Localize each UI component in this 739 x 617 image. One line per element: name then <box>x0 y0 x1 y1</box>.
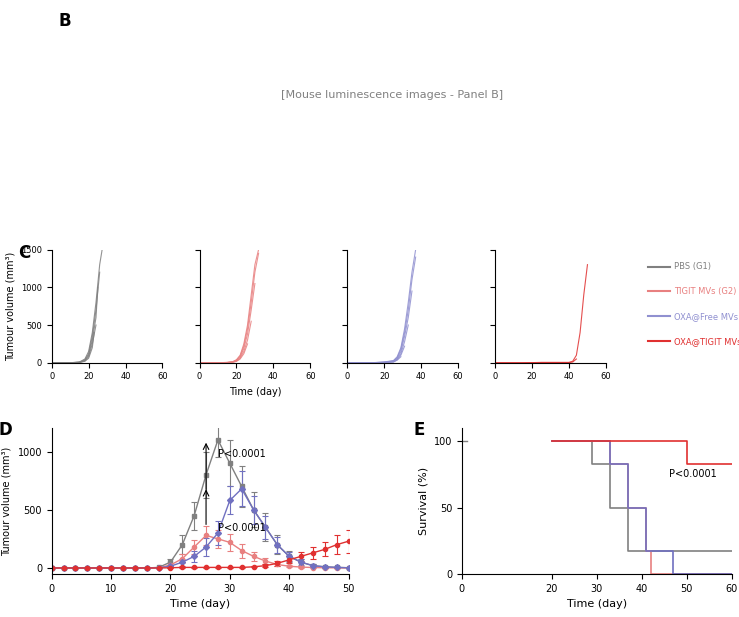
Text: P<0.0001: P<0.0001 <box>218 523 266 532</box>
Text: D: D <box>0 421 12 439</box>
Text: [Mouse luminescence images - Panel B]: [Mouse luminescence images - Panel B] <box>281 90 503 100</box>
Text: P<0.0001: P<0.0001 <box>218 449 266 460</box>
Y-axis label: Tumour volume (mm³): Tumour volume (mm³) <box>5 252 16 361</box>
Y-axis label: Tumour volume (mm³): Tumour volume (mm³) <box>2 447 12 556</box>
X-axis label: Time (day): Time (day) <box>567 599 627 609</box>
Text: TIGIT MVs (G2): TIGIT MVs (G2) <box>674 287 737 296</box>
Text: E: E <box>413 421 425 439</box>
X-axis label: Time (day): Time (day) <box>228 387 281 397</box>
Text: PBS (G1): PBS (G1) <box>674 262 711 271</box>
Text: P<0.0001: P<0.0001 <box>669 469 716 479</box>
Text: OXA@TIGIT MVs (G4): OXA@TIGIT MVs (G4) <box>674 337 739 346</box>
Text: C: C <box>18 244 31 262</box>
X-axis label: Time (day): Time (day) <box>170 599 230 609</box>
Text: B: B <box>58 12 71 30</box>
Y-axis label: Survival (%): Survival (%) <box>418 467 428 535</box>
Text: OXA@Free MVs (G3): OXA@Free MVs (G3) <box>674 312 739 321</box>
